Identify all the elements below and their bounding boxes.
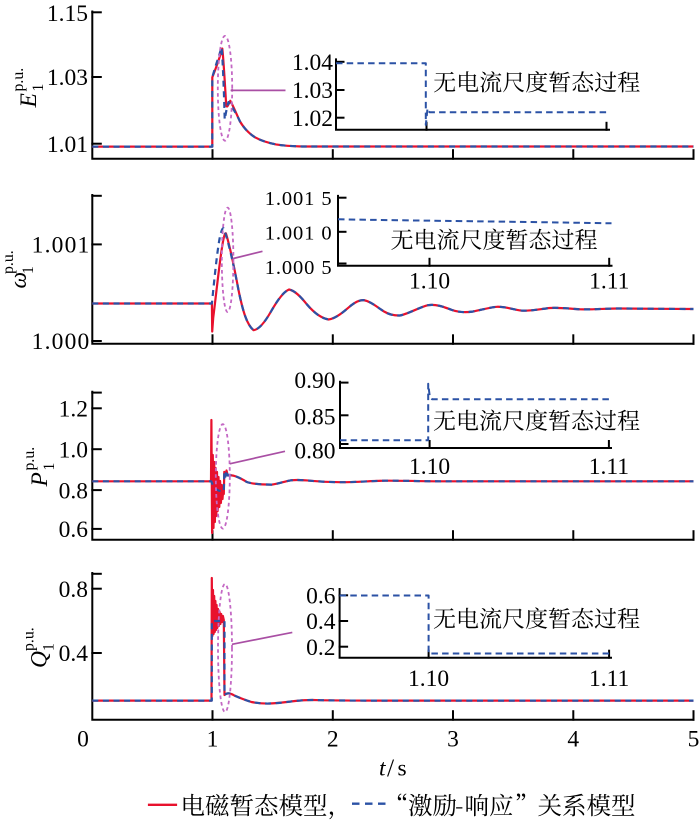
svg-text:1.03: 1.03 bbox=[292, 78, 333, 104]
svg-text:4: 4 bbox=[567, 727, 579, 753]
svg-text:1.11: 1.11 bbox=[589, 269, 629, 295]
svg-text:p.u.: p.u. bbox=[10, 68, 27, 92]
svg-text:E: E bbox=[16, 93, 42, 108]
svg-text:1.03: 1.03 bbox=[47, 65, 88, 91]
svg-text:1.2: 1.2 bbox=[59, 397, 88, 423]
svg-text:0.6: 0.6 bbox=[306, 584, 336, 610]
svg-text:1.001 5: 1.001 5 bbox=[265, 188, 333, 210]
svg-text:5: 5 bbox=[688, 727, 700, 753]
svg-text:P: P bbox=[27, 472, 53, 487]
svg-text:p.u.: p.u. bbox=[0, 250, 17, 274]
svg-text:0.85: 0.85 bbox=[294, 405, 335, 431]
svg-text:1.0: 1.0 bbox=[59, 437, 88, 463]
svg-text:s: s bbox=[398, 756, 407, 782]
svg-text:1: 1 bbox=[41, 643, 58, 651]
svg-text:1.10: 1.10 bbox=[408, 666, 449, 692]
svg-text:1: 1 bbox=[30, 84, 47, 92]
svg-text:1.001 0: 1.001 0 bbox=[265, 223, 333, 245]
svg-text:0.8: 0.8 bbox=[59, 478, 88, 504]
svg-text:1: 1 bbox=[207, 727, 219, 753]
svg-text:0.2: 0.2 bbox=[306, 635, 335, 661]
svg-text:/: / bbox=[387, 753, 395, 782]
svg-text:ω: ω bbox=[6, 272, 32, 289]
svg-text:1.15: 1.15 bbox=[47, 1, 88, 27]
svg-text:1.01: 1.01 bbox=[47, 132, 88, 158]
svg-text:2: 2 bbox=[327, 727, 339, 753]
svg-text:t: t bbox=[379, 756, 386, 782]
svg-text:1.10: 1.10 bbox=[409, 454, 450, 480]
svg-text:1: 1 bbox=[20, 266, 37, 274]
svg-text:1.001: 1.001 bbox=[32, 233, 91, 259]
svg-text:1.000: 1.000 bbox=[32, 329, 91, 355]
svg-text:0.80: 0.80 bbox=[294, 439, 335, 465]
svg-text:1: 1 bbox=[41, 463, 58, 471]
svg-text:0.6: 0.6 bbox=[59, 517, 89, 543]
svg-text:3: 3 bbox=[447, 727, 459, 753]
svg-text:p.u.: p.u. bbox=[21, 447, 38, 471]
svg-text:0.90: 0.90 bbox=[294, 368, 335, 394]
svg-text:1.10: 1.10 bbox=[409, 269, 450, 295]
svg-text:0.8: 0.8 bbox=[59, 577, 88, 603]
svg-text:p.u.: p.u. bbox=[21, 627, 38, 651]
svg-text:0.4: 0.4 bbox=[59, 641, 89, 667]
svg-text:1.11: 1.11 bbox=[589, 454, 629, 480]
svg-text:1.11: 1.11 bbox=[589, 666, 629, 692]
svg-text:0: 0 bbox=[77, 727, 89, 753]
svg-text:1.02: 1.02 bbox=[292, 106, 333, 132]
svg-text:1.000 5: 1.000 5 bbox=[265, 257, 333, 279]
svg-text:1.04: 1.04 bbox=[292, 50, 333, 76]
svg-text:0.4: 0.4 bbox=[306, 609, 336, 635]
svg-text:Q: Q bbox=[27, 651, 53, 668]
